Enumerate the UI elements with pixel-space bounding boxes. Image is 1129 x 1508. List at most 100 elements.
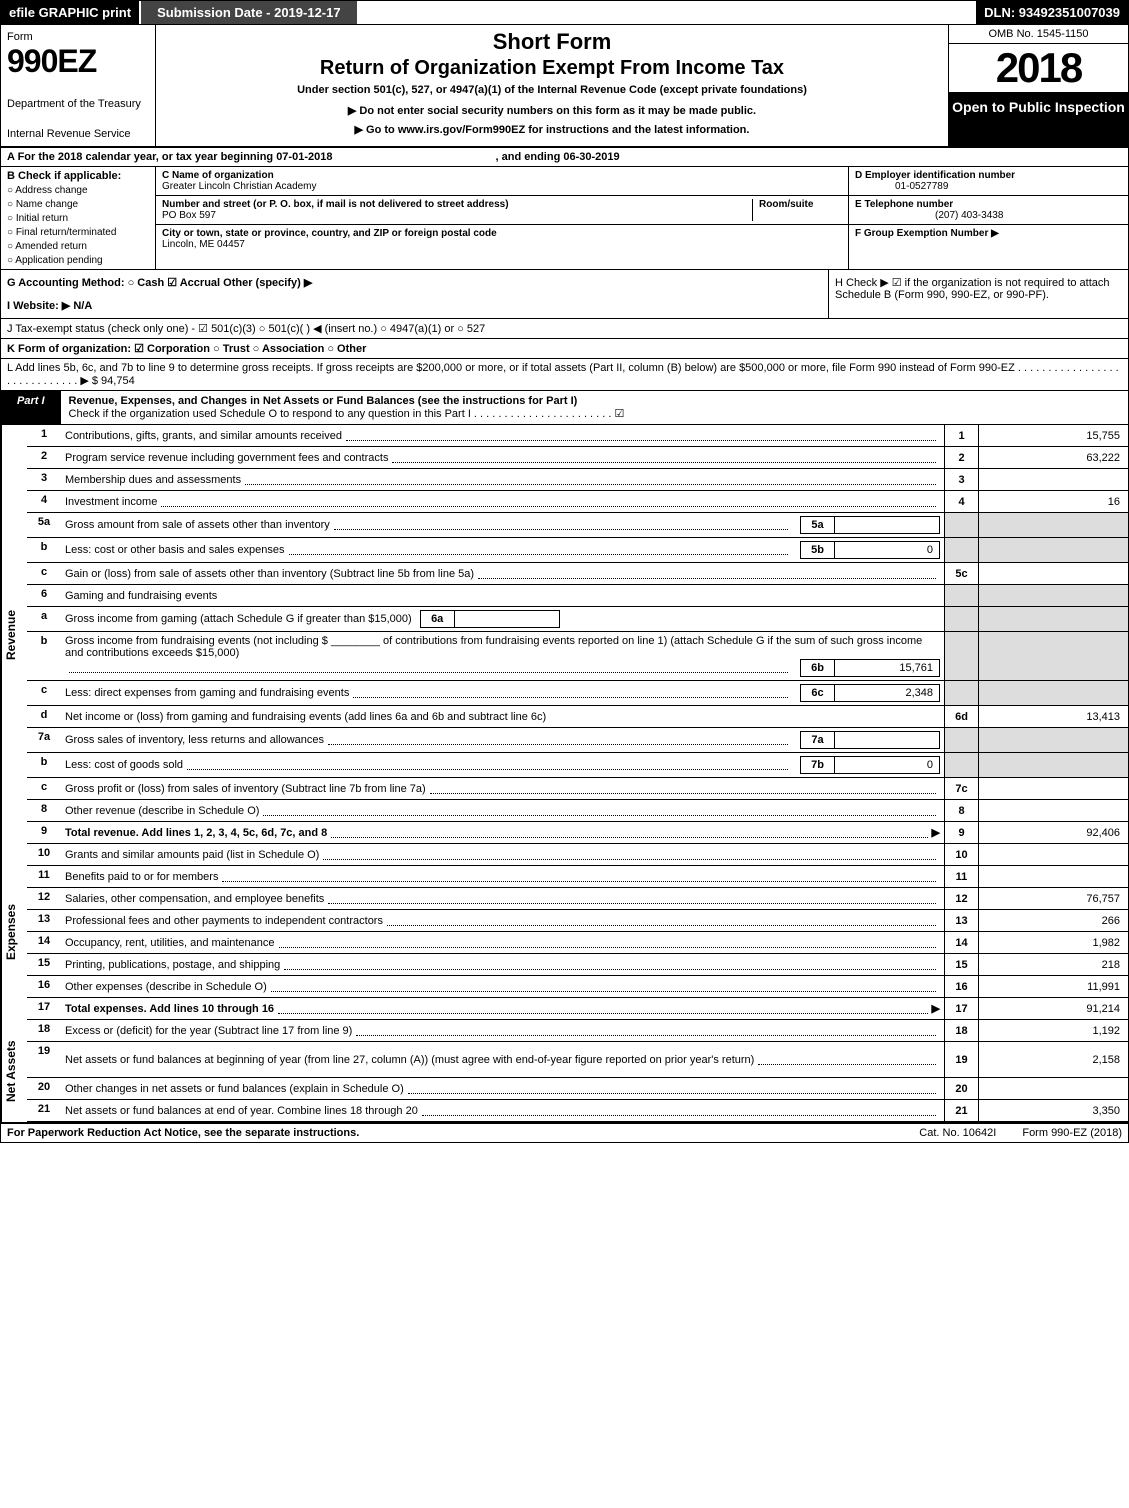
line-8-code: 8 <box>944 800 978 821</box>
line-5c-code: 5c <box>944 563 978 584</box>
line-5c-num: c <box>27 563 61 584</box>
info-grid: B Check if applicable: ○ Address change … <box>0 167 1129 270</box>
line-6d-code: 6d <box>944 706 978 727</box>
row-a-tax-year: A For the 2018 calendar year, or tax yea… <box>0 148 1129 167</box>
box-7b: 7b0 <box>800 756 940 774</box>
line-16-num: 16 <box>27 976 61 997</box>
row-j-tax-exempt[interactable]: J Tax-exempt status (check only one) - ☑… <box>0 319 1129 339</box>
line-7a: 7a Gross sales of inventory, less return… <box>27 728 1128 753</box>
line-16: 16 Other expenses (describe in Schedule … <box>27 976 1128 998</box>
line-3: 3 Membership dues and assessments 3 <box>27 469 1128 491</box>
line-13-desc: Professional fees and other payments to … <box>61 910 944 931</box>
part-1-title: Revenue, Expenses, and Changes in Net As… <box>61 391 1128 424</box>
line-7c-val <box>978 778 1128 799</box>
row-a-end: , and ending 06-30-2019 <box>496 151 620 163</box>
org-name-value: Greater Lincoln Christian Academy <box>162 181 317 192</box>
checkbox-amended-return[interactable]: ○ Amended return <box>7 241 149 252</box>
line-8-desc: Other revenue (describe in Schedule O) <box>61 800 944 821</box>
checkbox-initial-return[interactable]: ○ Initial return <box>7 213 149 224</box>
tax-year: 2018 <box>949 44 1128 93</box>
line-17-code: 17 <box>944 998 978 1019</box>
line-13-val: 266 <box>978 910 1128 931</box>
line-11-desc: Benefits paid to or for members <box>61 866 944 887</box>
submission-date: Submission Date - 2019-12-17 <box>139 1 359 24</box>
line-6c-num: c <box>27 681 61 705</box>
g-line[interactable]: G Accounting Method: ○ Cash ☑ Accrual Ot… <box>7 276 822 289</box>
line-6a-code <box>944 607 978 631</box>
line-6a-val <box>978 607 1128 631</box>
form-ref: Form 990-EZ (2018) <box>1016 1124 1128 1142</box>
box-5b: 5b0 <box>800 541 940 559</box>
line-8: 8 Other revenue (describe in Schedule O)… <box>27 800 1128 822</box>
line-14: 14 Occupancy, rent, utilities, and maint… <box>27 932 1128 954</box>
line-10: 10 Grants and similar amounts paid (list… <box>27 844 1128 866</box>
line-6a-desc: Gross income from gaming (attach Schedul… <box>61 607 944 631</box>
line-21: 21 Net assets or fund balances at end of… <box>27 1100 1128 1122</box>
line-19-val: 2,158 <box>978 1042 1128 1077</box>
line-6c-desc: Less: direct expenses from gaming and fu… <box>61 681 944 705</box>
spacer <box>359 1 977 24</box>
part-1-tab: Part I <box>1 391 61 424</box>
line-5c-val <box>978 563 1128 584</box>
checkbox-address-change[interactable]: ○ Address change <box>7 185 149 196</box>
line-10-val <box>978 844 1128 865</box>
line-1-code: 1 <box>944 425 978 446</box>
line-3-code: 3 <box>944 469 978 490</box>
line-17-num: 17 <box>27 998 61 1019</box>
line-3-num: 3 <box>27 469 61 490</box>
line-14-desc: Occupancy, rent, utilities, and maintena… <box>61 932 944 953</box>
line-14-code: 14 <box>944 932 978 953</box>
line-7b-num: b <box>27 753 61 777</box>
line-9-num: 9 <box>27 822 61 843</box>
line-15-desc: Printing, publications, postage, and shi… <box>61 954 944 975</box>
line-10-num: 10 <box>27 844 61 865</box>
row-gh: G Accounting Method: ○ Cash ☑ Accrual Ot… <box>0 270 1129 319</box>
line-8-val <box>978 800 1128 821</box>
department: Department of the Treasury <box>7 98 149 110</box>
line-7c: c Gross profit or (loss) from sales of i… <box>27 778 1128 800</box>
expenses-side-label: Expenses <box>1 844 27 1020</box>
line-5b-num: b <box>27 538 61 562</box>
line-15-num: 15 <box>27 954 61 975</box>
line-6-val <box>978 585 1128 606</box>
part-1-header: Part I Revenue, Expenses, and Changes in… <box>0 391 1129 425</box>
line-5a-code <box>944 513 978 537</box>
line-7c-code: 7c <box>944 778 978 799</box>
org-name-cell: C Name of organization Greater Lincoln C… <box>156 167 848 196</box>
row-k-form-org[interactable]: K Form of organization: ☑ Corporation ○ … <box>0 339 1129 359</box>
checkbox-final-return[interactable]: ○ Final return/terminated <box>7 227 149 238</box>
line-6a-num: a <box>27 607 61 631</box>
line-4: 4 Investment income 4 16 <box>27 491 1128 513</box>
line-21-num: 21 <box>27 1100 61 1121</box>
line-6d-val: 13,413 <box>978 706 1128 727</box>
line-15: 15 Printing, publications, postage, and … <box>27 954 1128 976</box>
city-cell: City or town, state or province, country… <box>156 225 848 253</box>
accounting-method: G Accounting Method: ○ Cash ☑ Accrual Ot… <box>1 270 828 318</box>
line-19-desc: Net assets or fund balances at beginning… <box>61 1042 944 1077</box>
line-7a-num: 7a <box>27 728 61 752</box>
form-number: 990EZ <box>7 43 149 80</box>
net-assets-side-label: Net Assets <box>1 1020 27 1122</box>
line-16-val: 11,991 <box>978 976 1128 997</box>
goto-link[interactable]: ▶ Go to www.irs.gov/Form990EZ for instru… <box>166 123 938 136</box>
line-18-desc: Excess or (deficit) for the year (Subtra… <box>61 1020 944 1041</box>
line-4-code: 4 <box>944 491 978 512</box>
line-19-code: 19 <box>944 1042 978 1077</box>
org-name-label: C Name of organization <box>162 170 274 181</box>
phone-label: E Telephone number <box>855 199 953 210</box>
line-7b-desc: Less: cost of goods sold 7b0 <box>61 753 944 777</box>
line-6b: b Gross income from fundraising events (… <box>27 632 1128 681</box>
line-6b-code <box>944 632 978 680</box>
line-1: 1 Contributions, gifts, grants, and simi… <box>27 425 1128 447</box>
ein-value: 01-0527789 <box>895 181 948 192</box>
checkbox-application-pending[interactable]: ○ Application pending <box>7 255 149 266</box>
line-20: 20 Other changes in net assets or fund b… <box>27 1078 1128 1100</box>
box-6b: 6b15,761 <box>800 659 940 677</box>
line-12-val: 76,757 <box>978 888 1128 909</box>
line-19-num: 19 <box>27 1042 61 1077</box>
efile-label[interactable]: efile GRAPHIC print <box>1 1 139 24</box>
short-form-title: Short Form <box>166 29 938 55</box>
line-12: 12 Salaries, other compensation, and emp… <box>27 888 1128 910</box>
line-12-desc: Salaries, other compensation, and employ… <box>61 888 944 909</box>
checkbox-name-change[interactable]: ○ Name change <box>7 199 149 210</box>
